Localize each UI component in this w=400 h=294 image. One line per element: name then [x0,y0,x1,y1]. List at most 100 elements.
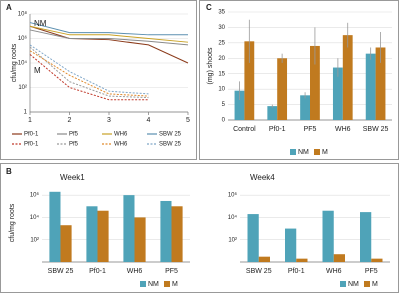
series-line [29,29,189,46]
series-line [29,25,189,64]
legend-label: NM [148,281,159,288]
panel-frame [199,0,399,160]
y-tick-label: 10⁸ [18,11,28,18]
bar [365,53,376,120]
x-tick-label: 4 [147,117,151,124]
annotation: M [34,66,41,75]
y-tick-label: 1 [24,110,28,116]
legend-label: Pf0-1 [24,132,39,138]
y-tick-label: 0 [222,118,226,124]
y-tick-label: 10⁶ [228,192,238,199]
x-tick-label: Pf0-1 [288,268,305,275]
bar [123,195,135,262]
bar [49,191,61,262]
y-axis-label: (mg) shoots [207,47,214,84]
bar [247,214,259,262]
legend-label: NM [298,149,309,156]
bar [360,212,372,262]
x-tick-label: PF5 [304,126,317,133]
y-tick-label: 10² [18,85,27,91]
series-line [29,22,188,36]
bar [171,206,183,262]
bar [244,41,255,120]
chart-title: Week1 [60,173,85,182]
legend-label: Pf0-1 [24,142,39,148]
legend-label: WH6 [114,132,128,138]
series-line [29,25,189,43]
bar [86,206,98,262]
bar [300,95,310,120]
series-line [29,50,149,97]
legend-label: WH6 [114,142,128,148]
y-tick-label: 10⁶ [30,192,40,199]
bar [285,228,297,262]
x-tick-label: WH6 [335,126,351,133]
panel-label: B [6,167,12,176]
y-tick-label: 10⁴ [18,60,28,67]
x-tick-label: SBW 25 [48,268,74,275]
y-tick-label: 10² [30,237,39,243]
legend-label: M [322,149,328,156]
x-tick-label: WH6 [326,268,342,275]
x-tick-label: Pf0-1 [269,126,286,133]
legend-swatch [140,281,146,287]
panel-label: C [206,3,212,12]
bar [60,225,72,262]
y-tick-label: 10² [228,237,237,243]
series-line [29,44,149,95]
series-line [29,46,149,99]
legend-swatch [164,281,170,287]
x-tick-label: PF5 [165,268,178,275]
bar [134,217,146,262]
legend-label: SBW 25 [159,142,182,148]
legend-label: NM [348,281,359,288]
y-tick-label: 20 [218,56,225,62]
legend-label: SBW 25 [159,132,182,138]
panel-label: A [6,3,12,12]
x-tick-label: SBW 25 [363,126,389,133]
legend-label: M [172,281,178,288]
bar [322,210,334,262]
bar [375,47,386,120]
bar [371,258,383,262]
y-tick-label: 15 [218,71,225,77]
chart-title: Week4 [250,173,275,182]
y-tick-label: 10⁴ [228,214,238,221]
legend-swatch [314,149,320,155]
bar [342,35,353,121]
x-tick-label: PF5 [365,268,378,275]
x-tick-label: WH6 [127,268,143,275]
y-axis-label: cfu/mg roots [11,43,18,82]
bar [267,106,278,120]
panel-frame [0,163,399,293]
y-tick-label: 5 [222,102,226,108]
x-tick-label: 3 [107,117,111,124]
bar [277,58,288,120]
bar [160,200,172,262]
y-axis-label: cfu/mg roots [9,203,16,242]
panel-frame [0,0,197,160]
x-tick-label: 2 [68,117,72,124]
bar [97,210,109,262]
y-tick-label: 10⁴ [30,214,40,221]
bar [332,67,343,120]
series-line [29,54,149,101]
x-tick-label: Pf0-1 [89,268,106,275]
bar [234,90,245,120]
legend-swatch [364,281,370,287]
y-tick-label: 10 [218,87,225,93]
x-tick-label: SBW 25 [246,268,272,275]
bar [258,256,270,262]
legend-label: Pf5 [69,142,79,148]
x-tick-label: 1 [28,117,32,124]
x-tick-label: Control [233,126,256,133]
legend-label: M [372,281,378,288]
y-tick-label: 30 [218,25,225,31]
y-tick-label: 35 [218,10,225,16]
annotation: NM [34,19,47,28]
legend-label: Pf5 [69,132,79,138]
bar [310,45,320,120]
bar [333,254,345,262]
bar [296,258,308,262]
